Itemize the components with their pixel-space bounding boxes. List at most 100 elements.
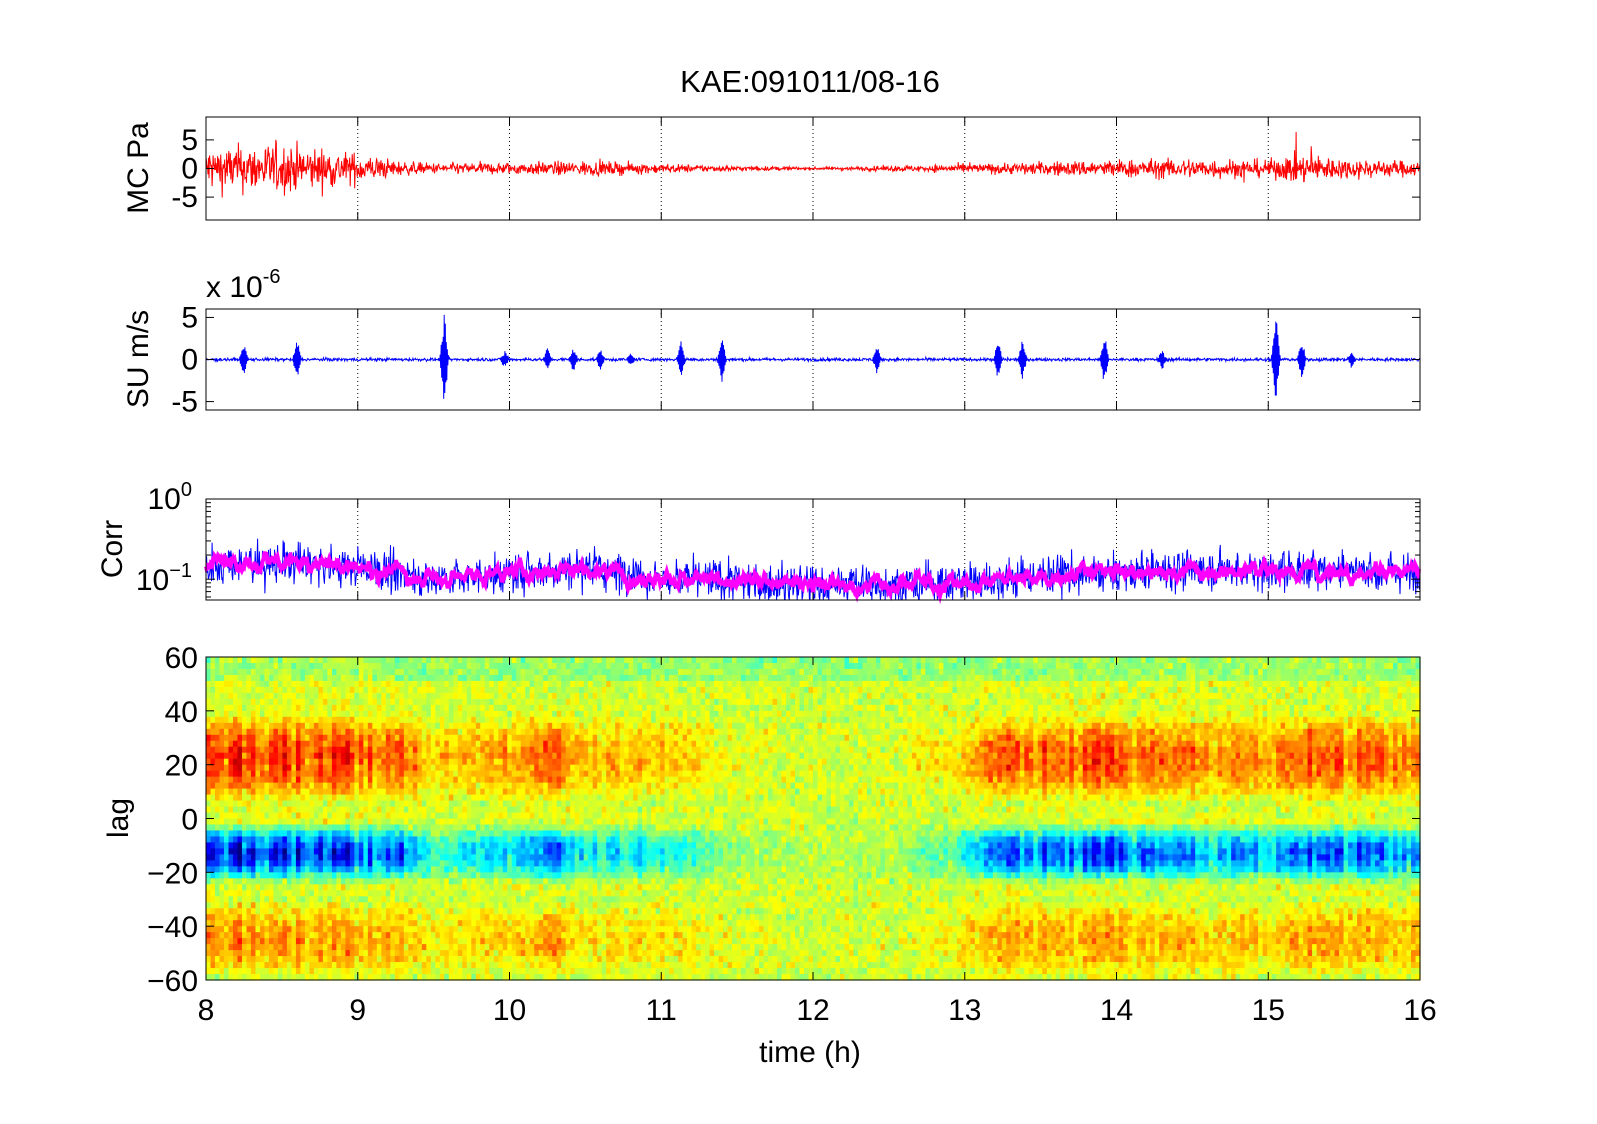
heatmap-cell: [570, 722, 576, 730]
heatmap-cell: [480, 698, 486, 706]
heatmap-cell: [381, 974, 387, 981]
heatmap-cell: [444, 794, 450, 802]
heatmap-cell: [421, 848, 427, 855]
heatmap-cell: [475, 968, 481, 975]
heatmap-cell: [390, 758, 396, 766]
heatmap-cell: [565, 842, 571, 850]
heatmap-cell: [498, 950, 504, 957]
heatmap-cell: [318, 896, 324, 903]
heatmap-cell: [354, 788, 360, 796]
heatmap-cell: [561, 902, 567, 909]
heatmap-cell: [246, 657, 252, 664]
heatmap-cell: [498, 962, 504, 969]
heatmap-cell: [520, 854, 526, 861]
heatmap-cell: [448, 872, 454, 879]
heatmap-cell: [246, 902, 252, 909]
heatmap-cell: [561, 860, 567, 867]
heatmap-cell: [570, 950, 576, 957]
heatmap-cell: [601, 710, 607, 718]
heatmap-cell: [255, 734, 261, 742]
heatmap-cell: [277, 657, 284, 664]
heatmap-cell: [570, 776, 576, 784]
heatmap-cell: [579, 686, 585, 694]
heatmap-cell: [255, 704, 261, 712]
heatmap-cell: [327, 956, 333, 963]
heatmap-cell: [327, 944, 333, 951]
heatmap-cell: [336, 878, 342, 885]
heatmap-cell: [552, 818, 558, 826]
heatmap-cell: [547, 788, 553, 796]
heatmap-cell: [237, 764, 243, 772]
heatmap-cell: [417, 740, 423, 748]
heatmap-cell: [277, 974, 284, 981]
heatmap-cell: [219, 698, 225, 706]
heatmap-cell: [439, 944, 445, 951]
heatmap-cell: [340, 962, 346, 969]
heatmap-cell: [304, 674, 311, 682]
heatmap-cell: [394, 836, 400, 844]
heatmap-cell: [552, 920, 558, 927]
heatmap-cell: [318, 818, 324, 826]
heatmap-cell: [516, 752, 522, 760]
heatmap-cell: [403, 944, 409, 951]
heatmap-cell: [241, 836, 248, 844]
heatmap-cell: [403, 657, 409, 664]
heatmap-cell: [408, 704, 414, 712]
heatmap-cell: [529, 950, 535, 957]
heatmap-cell: [295, 878, 302, 885]
heatmap-cell: [570, 698, 576, 706]
heatmap-cell: [525, 902, 531, 909]
heatmap-cell: [399, 657, 405, 664]
heatmap-cell: [363, 686, 369, 694]
heatmap-cell: [408, 968, 414, 975]
heatmap-cell: [574, 866, 580, 873]
heatmap-cell: [588, 716, 594, 724]
heatmap-cell: [507, 962, 513, 969]
heatmap-cell: [327, 758, 333, 766]
heatmap-cell: [606, 674, 612, 682]
heatmap-cell: [552, 704, 558, 712]
heatmap-cell: [304, 824, 311, 832]
heatmap-cell: [228, 668, 234, 676]
heatmap-cell: [268, 896, 275, 903]
heatmap-cell: [426, 926, 432, 933]
heatmap-cell: [430, 890, 436, 897]
heatmap-cell: [336, 890, 342, 897]
heatmap-cell: [327, 662, 333, 670]
heatmap-cell: [273, 956, 279, 963]
heatmap-cell: [534, 854, 540, 861]
heatmap-cell: [498, 770, 504, 778]
heatmap-cell: [291, 836, 297, 844]
heatmap-cell: [277, 812, 284, 820]
heatmap-cell: [394, 782, 400, 790]
heatmap-cell: [583, 662, 589, 670]
heatmap-cell: [565, 872, 571, 879]
heatmap-cell: [394, 896, 400, 903]
heatmap-cell: [444, 686, 450, 694]
heatmap-cell: [318, 722, 324, 730]
heatmap-cell: [313, 968, 320, 975]
heatmap-cell: [286, 968, 293, 975]
heatmap-cell: [583, 908, 589, 915]
heatmap-cell: [601, 890, 607, 897]
heatmap-cell: [538, 657, 544, 664]
heatmap-cell: [493, 842, 499, 850]
heatmap-cell: [367, 668, 373, 676]
heatmap-cell: [381, 878, 387, 885]
heatmap-cell: [264, 926, 270, 933]
heatmap-cell: [520, 848, 526, 855]
heatmap-cell: [412, 914, 418, 921]
heatmap-cell: [561, 914, 567, 921]
heatmap-cell: [516, 800, 522, 808]
heatmap-cell: [439, 812, 445, 820]
heatmap-cell: [232, 896, 239, 903]
heatmap-cell: [291, 776, 297, 784]
heatmap-cell: [394, 758, 400, 766]
heatmap-cell: [444, 842, 450, 850]
heatmap-cell: [313, 764, 320, 772]
heatmap-cell: [259, 902, 266, 909]
heatmap-cell: [291, 944, 297, 951]
heatmap-cell: [511, 854, 517, 861]
heatmap-cell: [403, 788, 409, 796]
heatmap-cell: [561, 908, 567, 915]
